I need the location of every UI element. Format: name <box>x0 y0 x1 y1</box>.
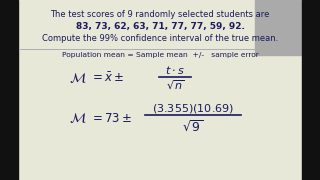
Text: $\sqrt{9}$: $\sqrt{9}$ <box>182 119 204 135</box>
Text: $t \cdot s$: $t \cdot s$ <box>165 64 185 76</box>
Text: Compute the 99% confidence interval of the true mean.: Compute the 99% confidence interval of t… <box>42 34 278 43</box>
Text: $= \bar{x} \pm$: $= \bar{x} \pm$ <box>90 71 124 85</box>
Text: $\mathcal{M}$: $\mathcal{M}$ <box>69 111 87 125</box>
Text: 83, 73, 62, 63, 71, 77, 77, 59, 92.: 83, 73, 62, 63, 71, 77, 77, 59, 92. <box>76 22 244 31</box>
Bar <box>255 0 302 55</box>
Bar <box>0 0 18 180</box>
Text: Population mean = Sample mean  +/-   sample error: Population mean = Sample mean +/- sample… <box>62 52 258 58</box>
Text: $(3.355)(10.69)$: $(3.355)(10.69)$ <box>152 102 234 114</box>
Text: $\sqrt{n}$: $\sqrt{n}$ <box>165 78 184 92</box>
Text: $\mathcal{M}$: $\mathcal{M}$ <box>69 71 87 85</box>
Text: The test scores of 9 randomly selected students are: The test scores of 9 randomly selected s… <box>50 10 270 19</box>
Bar <box>302 0 320 180</box>
Text: $= 73 \pm$: $= 73 \pm$ <box>90 111 132 125</box>
